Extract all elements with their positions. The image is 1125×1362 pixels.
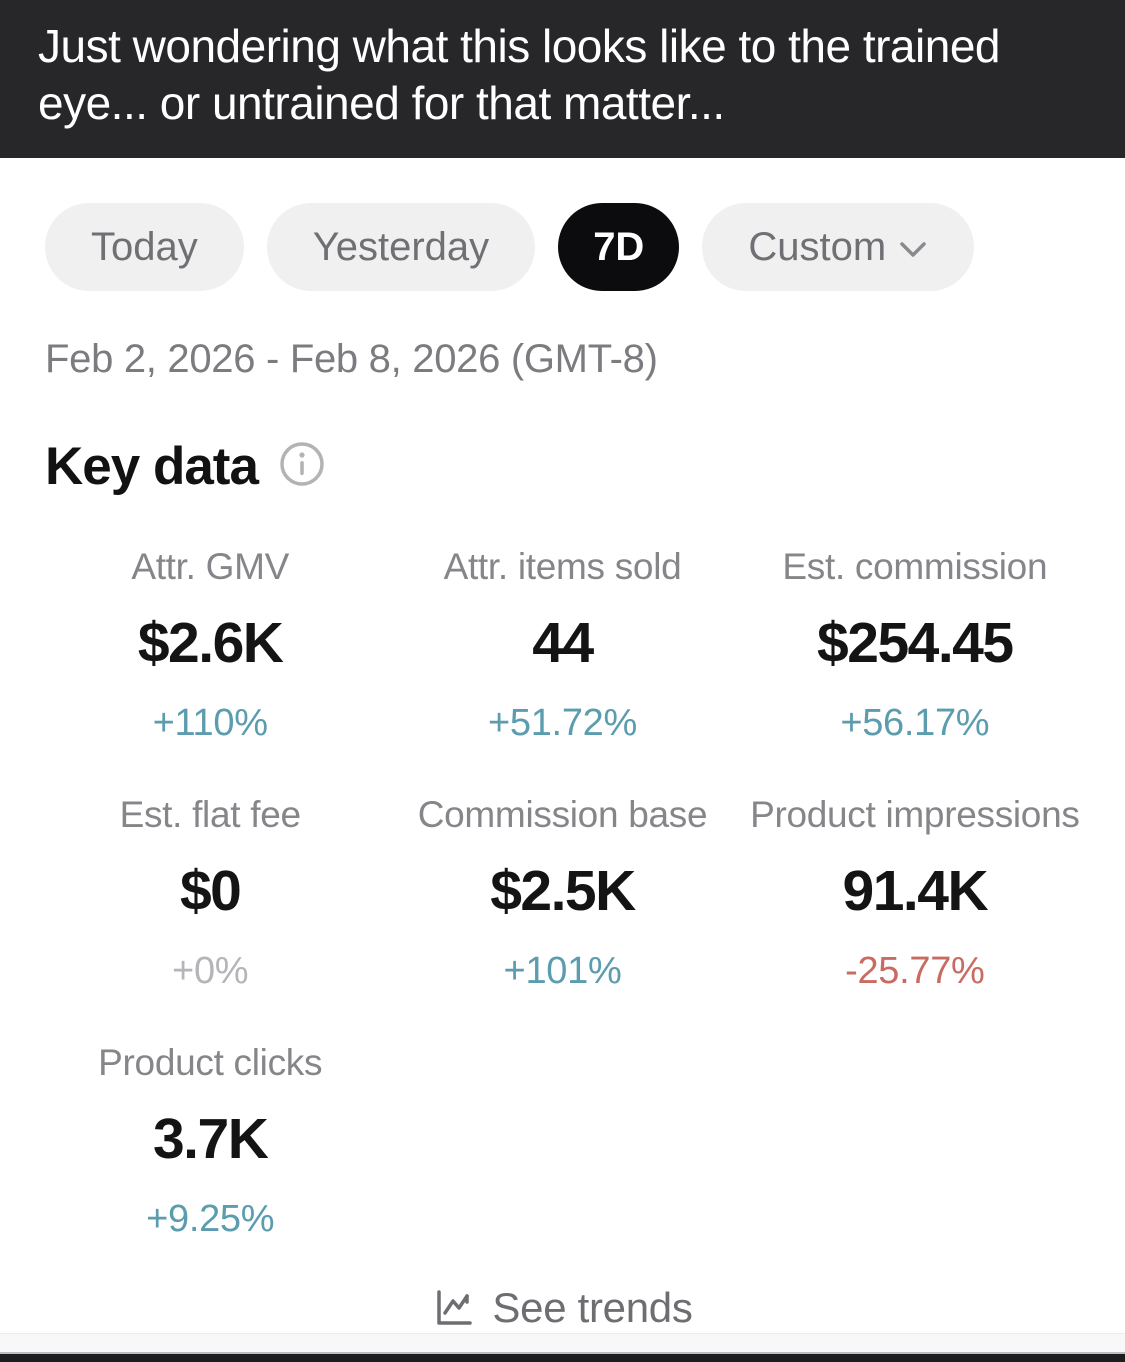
metric-label: Est. commission — [782, 546, 1048, 587]
metric-change: +56.17% — [840, 702, 990, 744]
filter-pill-label: 7D — [593, 224, 645, 269]
metric-card-est-flat-fee: Est. flat fee $0 +0% — [34, 791, 386, 993]
metric-change: +51.72% — [488, 702, 637, 744]
filter-pill-label: Today — [91, 224, 198, 269]
metric-value: 3.7K — [152, 1107, 269, 1171]
metric-card-product-impressions: Product impressions 91.4K -25.77% — [739, 791, 1091, 993]
metric-value: $2.5K — [490, 859, 636, 923]
section-title: Key data — [45, 437, 259, 496]
metric-change: +101% — [503, 950, 622, 992]
date-range-label: Feb 2, 2026 - Feb 8, 2026 (GMT-8) — [45, 337, 658, 381]
metric-change: +110% — [152, 702, 268, 744]
filter-pill-yesterday[interactable]: Yesterday — [266, 203, 536, 291]
filter-pill-label: Yesterday — [312, 224, 490, 269]
filter-pill-today[interactable]: Today — [45, 203, 244, 291]
metric-label: Product clicks — [98, 1042, 323, 1083]
metric-label: Est. flat fee — [119, 794, 302, 835]
info-icon[interactable] — [278, 440, 326, 488]
overlay-caption-text: Just wondering what this looks like to t… — [38, 20, 1000, 129]
metric-card-commission-base: Commission base $2.5K +101% — [386, 791, 738, 993]
line-chart-icon — [432, 1286, 476, 1330]
metric-change: +0% — [172, 950, 249, 992]
metric-change: +9.25% — [146, 1198, 275, 1240]
filter-pill-7d[interactable]: 7D — [558, 203, 680, 291]
see-trends-button[interactable]: See trends — [0, 1283, 1125, 1333]
metric-change: -25.77% — [845, 950, 985, 992]
key-data-header: Key data — [0, 436, 1125, 497]
overlay-caption: Just wondering what this looks like to t… — [0, 0, 1125, 158]
metric-label: Attr. items sold — [443, 546, 682, 587]
metric-card-attr-gmv: Attr. GMV $2.6K +110% — [34, 543, 386, 745]
metric-value: $2.6K — [137, 611, 284, 675]
date-filter-bar: Today Yesterday 7D Custom — [0, 203, 1125, 291]
metric-card-attr-items-sold: Attr. items sold 44 +51.72% — [386, 543, 738, 745]
metric-value: 91.4K — [842, 859, 989, 923]
bottom-light-strip — [0, 1333, 1125, 1352]
filter-pill-custom[interactable]: Custom — [702, 203, 975, 291]
metric-value: $0 — [179, 859, 242, 923]
filter-pill-label: Custom — [748, 224, 887, 269]
metric-label: Commission base — [417, 794, 708, 835]
metric-value: $254.45 — [817, 611, 1014, 675]
chevron-down-icon — [898, 240, 928, 260]
see-trends-label: See trends — [492, 1284, 693, 1331]
metric-label: Product impressions — [750, 794, 1080, 835]
metric-label: Attr. GMV — [131, 546, 289, 587]
key-data-grid: Attr. GMV $2.6K +110% Attr. items sold 4… — [0, 543, 1125, 1241]
bottom-dark-bar — [0, 1352, 1125, 1362]
metric-value: 44 — [532, 611, 594, 675]
metric-card-est-commission: Est. commission $254.45 +56.17% — [739, 543, 1091, 745]
metric-card-product-clicks: Product clicks 3.7K +9.25% — [34, 1039, 386, 1241]
